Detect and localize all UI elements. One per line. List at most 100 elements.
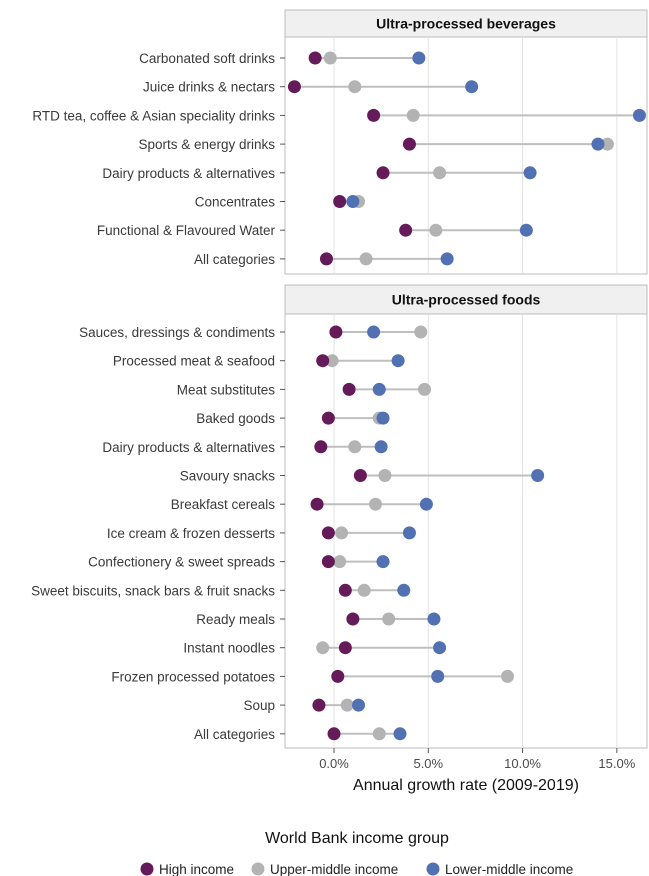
- point-lower-middle-income: [374, 440, 388, 454]
- point-upper-middle-income: [357, 583, 371, 597]
- legend-item: Lower-middle income: [426, 862, 573, 876]
- category-label: Juice drinks & nectars: [143, 80, 275, 95]
- point-high-income: [312, 698, 326, 712]
- category-label: Functional & Flavoured Water: [97, 223, 276, 238]
- point-high-income: [287, 80, 301, 94]
- panel-2: Ultra-processed foods Sauces, dressings &…: [31, 284, 648, 749]
- panel-strip: [284, 9, 648, 38]
- category-label: Confectionery & sweet spreads: [88, 555, 275, 570]
- legend-label: High income: [159, 862, 234, 876]
- point-high-income: [327, 727, 341, 741]
- x-tick-label: 10.0%: [504, 756, 541, 771]
- category-label: RTD tea, coffee & Asian speciality drink…: [32, 108, 275, 123]
- category-label: Soup: [243, 698, 275, 713]
- category-label: Carbonated soft drinks: [139, 51, 275, 66]
- point-lower-middle-income: [372, 382, 386, 396]
- point-lower-middle-income: [397, 583, 411, 597]
- category-label: Frozen processed potatoes: [111, 669, 275, 684]
- point-lower-middle-income: [352, 698, 366, 712]
- category-label: All categories: [194, 727, 275, 742]
- point-upper-middle-income: [340, 698, 354, 712]
- point-lower-middle-income: [519, 223, 533, 237]
- point-high-income: [342, 382, 356, 396]
- x-tick-label: 15.0%: [598, 756, 635, 771]
- x-axis: 0.0% 5.0% 10.0% 15.0%: [319, 748, 636, 771]
- point-high-income: [333, 195, 347, 208]
- point-lower-middle-income: [440, 252, 454, 266]
- point-upper-middle-income: [414, 325, 428, 339]
- point-lower-middle-income: [591, 137, 605, 151]
- category-label: Dairy products & alternatives: [102, 440, 275, 455]
- point-upper-middle-income: [369, 497, 382, 511]
- category-label: Ready meals: [196, 612, 275, 627]
- category-label: Breakfast cereals: [171, 497, 276, 512]
- point-high-income: [376, 166, 390, 180]
- category-label: Sports & energy drinks: [138, 137, 275, 152]
- chart-panels: Ultra-processed beverages Carbonated soft…: [31, 9, 648, 749]
- point-upper-middle-income: [333, 555, 347, 569]
- point-lower-middle-income: [367, 325, 381, 339]
- point-lower-middle-income: [419, 497, 433, 511]
- point-upper-middle-income: [323, 51, 337, 65]
- category-label: Savoury snacks: [180, 469, 276, 484]
- panel-body: [284, 36, 648, 275]
- point-high-income: [338, 583, 352, 597]
- point-lower-middle-income: [412, 51, 426, 65]
- point-high-income: [367, 108, 381, 122]
- point-high-income: [321, 526, 335, 540]
- point-lower-middle-income: [376, 555, 390, 569]
- legend-label: Upper-middle income: [270, 862, 398, 876]
- category-label: Sweet biscuits, snack bars & fruit snack…: [31, 583, 275, 598]
- x-tick-label: 5.0%: [413, 756, 443, 771]
- legend-item: Upper-middle income: [251, 862, 398, 876]
- point-upper-middle-income: [316, 641, 330, 655]
- point-upper-middle-income: [335, 526, 349, 540]
- point-high-income: [338, 641, 352, 655]
- category-label: Baked goods: [196, 411, 275, 426]
- point-high-income: [319, 252, 333, 266]
- point-upper-middle-income: [429, 223, 443, 237]
- category-label: All categories: [194, 252, 275, 267]
- legend-label: Lower-middle income: [445, 862, 573, 876]
- category-label: Instant noodles: [183, 641, 275, 656]
- category-label: Meat substitutes: [177, 382, 276, 397]
- point-high-income: [402, 137, 416, 151]
- point-lower-middle-income: [523, 166, 537, 180]
- point-upper-middle-income: [325, 354, 339, 368]
- category-label: Dairy products & alternatives: [102, 166, 275, 181]
- point-high-income: [329, 325, 343, 339]
- point-upper-middle-income: [418, 382, 432, 396]
- legend-swatch: [426, 862, 440, 876]
- point-lower-middle-income: [393, 727, 407, 741]
- point-upper-middle-income: [382, 612, 396, 626]
- point-upper-middle-income: [433, 166, 447, 180]
- x-tick-label: 0.0%: [319, 756, 349, 771]
- point-high-income: [331, 669, 345, 683]
- point-high-income: [316, 354, 330, 368]
- panel-title: Ultra-processed beverages: [376, 16, 556, 32]
- point-lower-middle-income: [402, 526, 416, 540]
- panel-1: Ultra-processed beverages Carbonated soft…: [32, 9, 648, 275]
- point-lower-middle-income: [376, 411, 390, 425]
- point-high-income: [321, 411, 335, 425]
- point-lower-middle-income: [427, 612, 441, 626]
- legend-title: World Bank income group: [265, 830, 449, 847]
- point-high-income: [308, 51, 322, 65]
- category-label: Concentrates: [195, 195, 276, 210]
- point-high-income: [399, 223, 413, 237]
- legend-swatch: [251, 862, 265, 876]
- point-upper-middle-income: [348, 80, 362, 94]
- point-upper-middle-income: [406, 108, 420, 122]
- legend-swatch: [140, 862, 154, 876]
- point-high-income: [346, 612, 360, 626]
- category-label: Sauces, dressings & condiments: [79, 325, 275, 340]
- point-upper-middle-income: [600, 137, 614, 151]
- category-label: Processed meat & seafood: [113, 354, 275, 369]
- legend-item: High income: [140, 862, 234, 876]
- point-lower-middle-income: [433, 641, 447, 655]
- point-lower-middle-income: [632, 108, 646, 122]
- point-upper-middle-income: [348, 440, 362, 454]
- point-upper-middle-income: [359, 252, 373, 266]
- point-lower-middle-income: [431, 669, 445, 683]
- point-lower-middle-income: [346, 195, 360, 208]
